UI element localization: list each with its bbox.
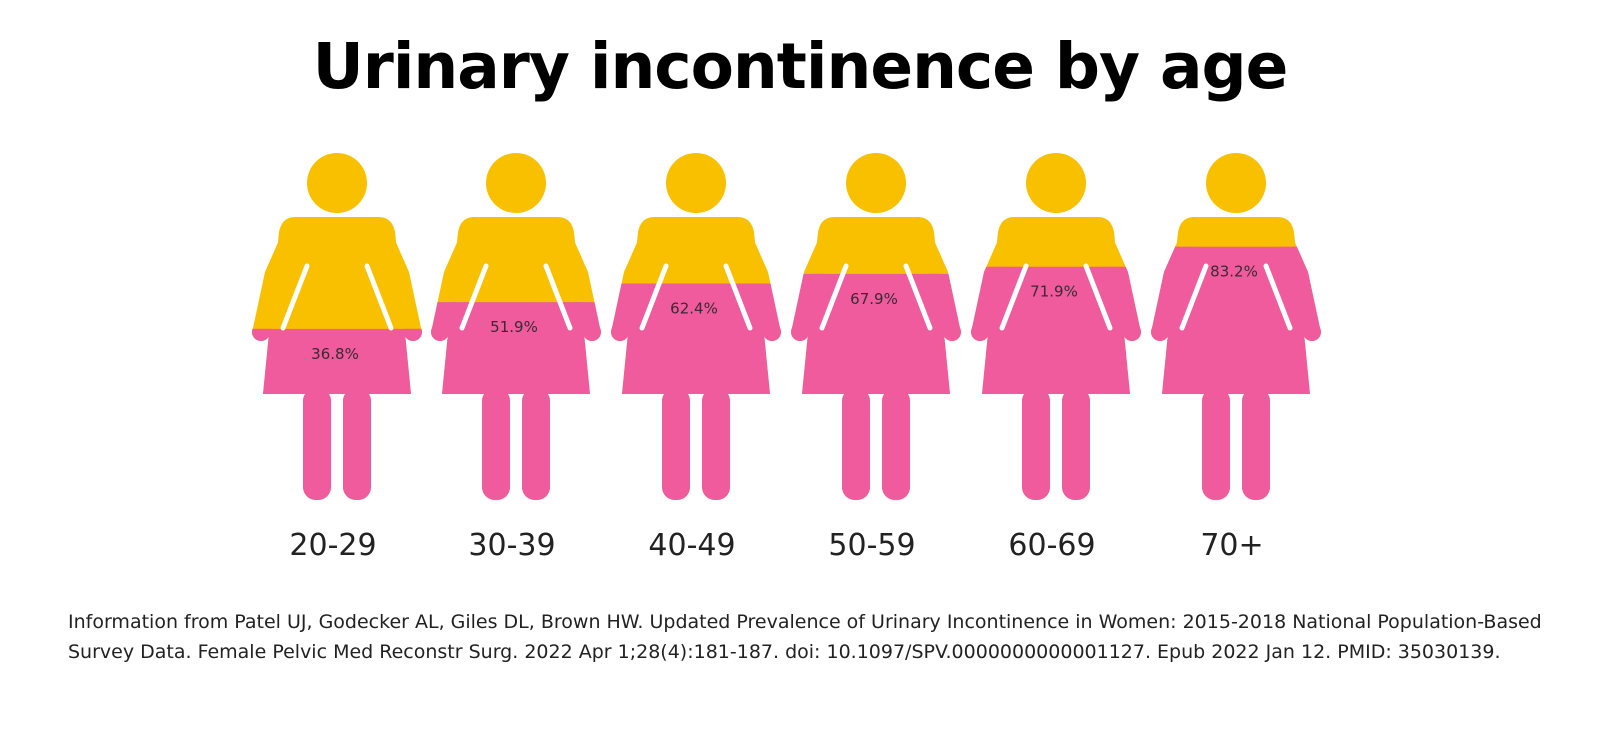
chart-title: Urinary incontinence by age bbox=[312, 30, 1289, 103]
value-label: 36.8% bbox=[311, 345, 359, 363]
figure-filled-bar bbox=[431, 302, 601, 500]
woman-figure-icon bbox=[971, 153, 1141, 500]
figure-filled-bar bbox=[252, 328, 422, 500]
value-label: 62.4% bbox=[670, 300, 718, 318]
value-label: 71.9% bbox=[1030, 283, 1078, 301]
figure-filled-bar bbox=[611, 283, 781, 500]
woman-figure-icon bbox=[1151, 153, 1321, 500]
category-label: 60-69 bbox=[1008, 528, 1095, 563]
category-label: 30-39 bbox=[468, 528, 555, 563]
woman-figure-icon bbox=[611, 153, 781, 500]
woman-figure-icon bbox=[431, 153, 601, 500]
source-citation: Information from Patel UJ, Godecker AL, … bbox=[68, 611, 1542, 663]
figure-filled-bar bbox=[971, 266, 1141, 500]
woman-figure-icon bbox=[791, 153, 961, 500]
value-label: 83.2% bbox=[1210, 263, 1258, 281]
category-label: 50-59 bbox=[828, 528, 915, 563]
pictogram-chart: 36.8% 20-29 51.9% 30-39 62.4% 40-49 67.9% 50-59… bbox=[252, 153, 1321, 563]
category-label: 20-29 bbox=[289, 528, 376, 563]
value-label: 67.9% bbox=[850, 290, 898, 308]
category-label: 40-49 bbox=[648, 528, 735, 563]
value-label: 51.9% bbox=[490, 318, 538, 336]
category-label: 70+ bbox=[1200, 528, 1263, 563]
figure-filled-bar bbox=[791, 273, 961, 500]
figure-unfilled bbox=[252, 153, 422, 500]
woman-figure-icon bbox=[252, 153, 422, 500]
